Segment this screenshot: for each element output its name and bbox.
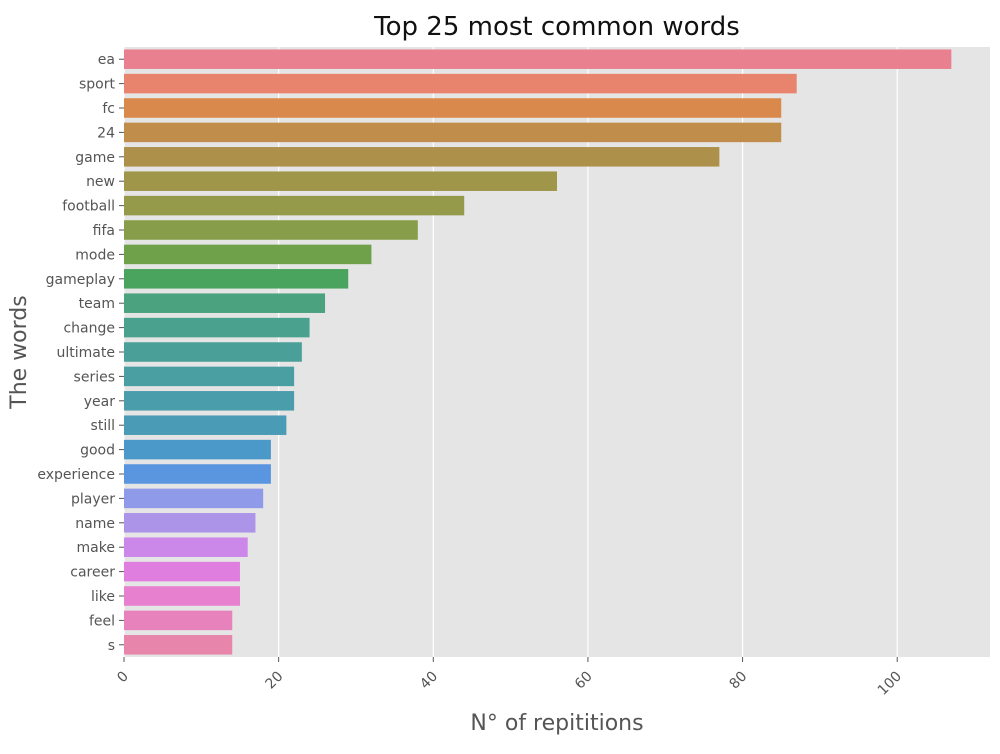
bar-year [124, 391, 295, 411]
y-tick-label: name [75, 516, 115, 532]
y-tick-label: ultimate [57, 345, 115, 361]
bar-series [124, 366, 295, 387]
bar-experience [124, 464, 271, 484]
y-tick-label: fc [102, 101, 115, 117]
bar-good [124, 439, 271, 460]
bar-fifa [124, 220, 418, 240]
bar-player [124, 488, 264, 509]
y-tick-label: game [75, 150, 115, 166]
y-tick-label: career [70, 565, 115, 581]
y-tick-label: team [79, 296, 115, 312]
x-tick-label: 100 [875, 669, 905, 699]
bar-football [124, 195, 465, 216]
x-tick-label: 0 [114, 669, 132, 687]
y-tick-label: change [63, 321, 115, 337]
y-tick-label: still [91, 418, 115, 434]
bar-s [124, 635, 233, 655]
y-tick-label: new [86, 174, 115, 190]
bar-change [124, 317, 310, 338]
bar-ultimate [124, 342, 302, 362]
y-axis-label: The words [7, 295, 32, 409]
y-tick-label: s [108, 638, 115, 654]
y-tick-label: football [62, 199, 115, 215]
y-tick-label: ea [98, 52, 115, 68]
bar-team [124, 293, 326, 313]
bar-gameplay [124, 269, 349, 289]
bar-24 [124, 122, 782, 143]
y-tick-label: fifa [93, 223, 115, 239]
bar-make [124, 537, 248, 557]
bar-career [124, 561, 240, 582]
y-tick-label: experience [37, 467, 115, 483]
bar-ea [124, 49, 952, 69]
y-tick-label: good [80, 443, 115, 459]
x-tick-label: 40 [417, 669, 441, 693]
x-axis-label: N° of repititions [470, 711, 643, 736]
bar-name [124, 513, 256, 533]
y-tick-label: like [91, 589, 115, 605]
bar-sport [124, 73, 797, 94]
x-tick-labels: 0 20 40 60 80 100 [114, 657, 905, 699]
y-tick-label: year [84, 394, 115, 410]
bar-feel [124, 610, 233, 631]
bar-mode [124, 244, 372, 265]
y-tick-label: player [71, 491, 115, 507]
y-tick-label: gameplay [46, 272, 115, 288]
x-tick-label: 60 [572, 669, 596, 693]
y-tick-label: sport [79, 77, 116, 93]
bar-like [124, 586, 240, 606]
bar-game [124, 147, 720, 167]
bar-still [124, 415, 287, 435]
y-tick-label: feel [89, 613, 115, 629]
y-tick-label: 24 [97, 125, 115, 141]
bars [124, 49, 952, 655]
bar-new [124, 171, 557, 191]
y-tick-label: make [77, 540, 115, 556]
y-tick-label: series [74, 369, 115, 385]
y-tick-labels: ea sport fc 24 game new football fifa mode gamepl… [37, 52, 124, 654]
y-tick-label: mode [75, 247, 115, 263]
chart-title: Top 25 most common words [373, 12, 740, 42]
x-tick-label: 20 [263, 669, 287, 693]
x-tick-label: 80 [726, 669, 750, 693]
bar-fc [124, 98, 782, 118]
